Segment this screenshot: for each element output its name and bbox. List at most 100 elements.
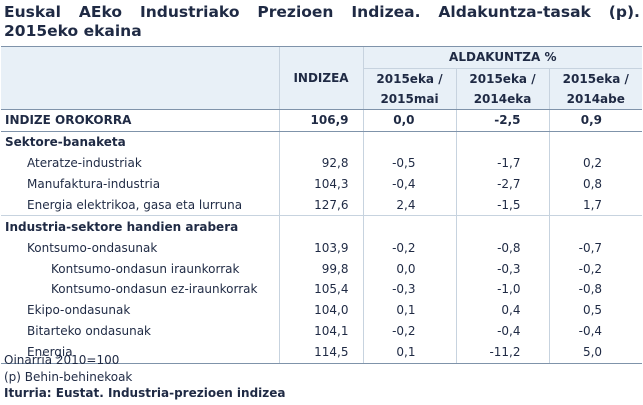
row-index: 103,9: [278, 237, 363, 259]
table-row: Kontsumo-ondasun ez-iraunkorrak 105,4 -0…: [1, 279, 643, 300]
table-row: Kontsumo-ondasunak 103,9 -0,2 -0,8 -0,7: [1, 237, 643, 259]
section-title-row: Sektore-banaketa: [1, 131, 643, 153]
table-row: Manufaktura-industria 104,3 -0,4 -2,7 0,…: [1, 173, 643, 195]
row-index: 114,5: [278, 341, 363, 364]
footer-provisional-note: (p) Behin-behinekoak: [4, 370, 133, 384]
header-col-3: 2015eka / 2014abe: [548, 68, 643, 110]
price-index-table: INDIZEA ALDAKUNTZA % 2015eka / 2015mai 2…: [1, 46, 643, 364]
empty-cell: [548, 215, 643, 238]
row-change-year: 0,4: [455, 299, 549, 321]
row-change-year: -0,8: [455, 237, 549, 259]
row-change-year: -1,5: [455, 194, 549, 216]
row-change-month: 2,4: [362, 194, 456, 216]
row-label: Energia elektrikoa, gasa eta lurruna: [27, 197, 243, 212]
footer-base-note: Oinarria 2010=100: [4, 353, 120, 367]
table-row: Ateratze-industriak 92,8 -0,5 -1,7 0,2: [1, 152, 643, 174]
row-index: 104,3: [278, 173, 363, 195]
header-col-3-line-1: 2015eka /: [562, 71, 629, 86]
table-row: Bitarteko ondasunak 104,1 -0,2 -0,4 -0,4: [1, 320, 643, 342]
title-word: AEko: [78, 3, 122, 21]
header-aldakuntza: ALDAKUNTZA %: [362, 46, 643, 69]
title-word: Aldakuntza-tasak: [438, 3, 591, 21]
row-change-month: -0,4: [362, 173, 456, 195]
title-word: Indizea.: [351, 3, 421, 21]
row-change-december: -0,8: [548, 279, 643, 300]
row-label: Kontsumo-ondasun ez-iraunkorrak: [51, 282, 258, 297]
total-index: 106,9: [278, 109, 363, 132]
header-empty-cell: [1, 46, 279, 110]
row-change-year: -1,7: [455, 152, 549, 174]
row-index: 92,8: [278, 152, 363, 174]
total-label: INDIZE OROKORRA: [1, 109, 279, 132]
empty-cell: [455, 215, 549, 238]
header-col-2-line-2: 2014eka: [473, 91, 532, 106]
row-index: 104,1: [278, 320, 363, 342]
header-indizea: INDIZEA: [278, 46, 363, 110]
empty-cell: [548, 131, 643, 153]
row-change-month: -0,3: [362, 279, 456, 300]
row-change-year: -0,3: [455, 258, 549, 280]
header-col-1-line-1: 2015eka /: [376, 71, 443, 86]
row-label: Energia: [1, 341, 279, 364]
row-change-month: -0,2: [362, 320, 456, 342]
header-col-2-line-1: 2015eka /: [469, 71, 536, 86]
total-change-december: 0,9: [548, 109, 643, 132]
empty-cell: [455, 131, 549, 153]
title-word: Industriako: [139, 3, 240, 21]
total-row: INDIZE OROKORRA 106,9 0,0 -2,5 0,9: [1, 109, 643, 132]
row-change-december: 5,0: [548, 341, 643, 364]
title-word: Euskal: [4, 3, 61, 21]
row-label: Manufaktura-industria: [27, 177, 161, 191]
empty-cell: [278, 131, 363, 153]
row-change-year: -11,2: [455, 341, 549, 364]
row-index: 99,8: [278, 258, 363, 280]
row-change-month: -0,2: [362, 237, 456, 259]
section-title: Sektore-banaketa: [5, 135, 126, 150]
row-label: Kontsumo-ondasun iraunkorrak: [51, 261, 240, 276]
section-title-row: Industria-sektore handien arabera: [1, 215, 643, 238]
header-row-2: 2015eka / 2015mai 2015eka / 2014eka 2015…: [1, 68, 643, 110]
empty-cell: [278, 215, 363, 238]
row-change-december: -0,2: [548, 258, 643, 280]
header-col-3-line-2: 2014abe: [566, 91, 625, 106]
title-line-2: 2015eko ekaina: [4, 22, 142, 40]
empty-cell: [362, 131, 456, 153]
header-col-1: 2015eka / 2015mai: [362, 68, 456, 110]
row-change-month: 0,0: [362, 258, 456, 280]
row-change-december: 0,8: [548, 173, 643, 195]
header-col-1-line-2: 2015mai: [380, 91, 439, 106]
header-row-1: INDIZEA ALDAKUNTZA %: [1, 46, 643, 110]
title-word: (p).: [608, 3, 640, 21]
row-change-month: 0,1: [362, 341, 456, 364]
total-change-year: -2,5: [455, 109, 549, 132]
row-label: Ekipo-ondasunak: [27, 303, 131, 318]
footer-source: Iturria: Eustat. Industria-prezioen indi…: [4, 386, 286, 400]
table-row: Kontsumo-ondasun iraunkorrak 99,8 0,0 -0…: [1, 258, 643, 280]
title-line-1: Euskal AEko Industriako Prezioen Indizea…: [4, 3, 640, 22]
row-change-month: -0,5: [362, 152, 456, 174]
total-change-month: 0,0: [362, 109, 456, 132]
row-change-december: -0,4: [548, 320, 643, 342]
row-label: Kontsumo-ondasunak: [27, 240, 158, 255]
empty-cell: [362, 215, 456, 238]
row-change-year: -2,7: [455, 173, 549, 195]
table-row: Energia elektrikoa, gasa eta lurruna 127…: [1, 194, 643, 216]
table-row: Energia 114,5 0,1 -11,2 5,0: [1, 341, 643, 364]
row-change-december: -0,7: [548, 237, 643, 259]
row-index: 127,6: [278, 194, 363, 216]
row-label: Bitarteko ondasunak: [27, 324, 152, 339]
section-title: Industria-sektore handien arabera: [1, 215, 279, 238]
row-index: 105,4: [278, 279, 363, 300]
table-title: Euskal AEko Industriako Prezioen Indizea…: [4, 3, 640, 41]
row-change-december: 0,2: [548, 152, 643, 174]
table-row: Ekipo-ondasunak 104,0 0,1 0,4 0,5: [1, 299, 643, 321]
title-word: Prezioen: [257, 3, 334, 21]
row-change-month: 0,1: [362, 299, 456, 321]
row-change-december: 0,5: [548, 299, 643, 321]
row-index: 104,0: [278, 299, 363, 321]
row-change-year: -1,0: [455, 279, 549, 300]
row-change-december: 1,7: [548, 194, 643, 216]
header-col-2: 2015eka / 2014eka: [455, 68, 549, 110]
row-label: Ateratze-industriak: [27, 156, 142, 171]
row-change-year: -0,4: [455, 320, 549, 342]
